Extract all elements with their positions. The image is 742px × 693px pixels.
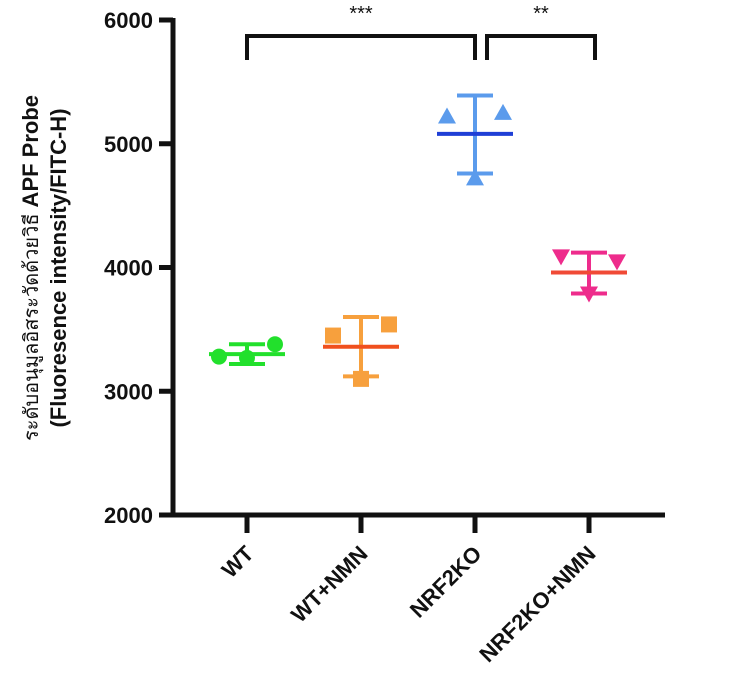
y-axis-title-thai: ระดับอนุมูลอิสระวัดด้วยวิธี xyxy=(19,213,44,441)
series-nrf2ko-plus-nmn xyxy=(551,249,627,303)
data-point xyxy=(494,103,512,120)
series-nrf2ko xyxy=(437,93,513,186)
data-point xyxy=(438,107,456,124)
y-tick-label: 3000 xyxy=(104,379,153,404)
x-tick-label: WT+NMN xyxy=(286,541,372,627)
data-point xyxy=(552,249,570,266)
data-point xyxy=(381,316,397,333)
data-point xyxy=(608,254,626,271)
significance-bracket: ** xyxy=(485,3,597,60)
series-wt xyxy=(209,336,285,367)
significance-bracket: *** xyxy=(245,3,477,60)
y-ticks: 2000 3000 4000 5000 6000 xyxy=(104,8,173,528)
significance-brackets: *** ** xyxy=(245,3,597,60)
bracket-line xyxy=(245,34,477,60)
x-tick-label: NRF2KO+NMN xyxy=(474,541,600,667)
data-point xyxy=(466,169,484,186)
data-point xyxy=(267,336,283,353)
series-wt-plus-nmn xyxy=(323,315,399,387)
data-point xyxy=(580,286,598,303)
y-axis-title-bold: APF Probe xyxy=(18,95,43,207)
y-axis-title-line2: (Fluoresence intensity/FITC-H) xyxy=(46,108,71,427)
data-point xyxy=(211,348,227,365)
y-axis-title: ระดับอนุมูลอิสระวัดด้วยวิธี APF Probe (Fl… xyxy=(18,95,71,441)
y-tick-label: 4000 xyxy=(104,256,153,281)
data-point xyxy=(353,370,369,387)
y-tick-label: 5000 xyxy=(104,132,153,157)
significance-label: *** xyxy=(349,3,373,25)
y-tick-label: 2000 xyxy=(104,503,153,528)
bracket-line xyxy=(485,34,597,60)
x-tick-label: WT xyxy=(217,540,259,582)
y-axis-title-line1: ระดับอนุมูลอิสระวัดด้วยวิธี APF Probe xyxy=(18,95,44,441)
x-tick-label: NRF2KO xyxy=(405,541,487,623)
significance-label: ** xyxy=(533,3,549,25)
data-point xyxy=(325,327,341,344)
data-marks xyxy=(209,93,627,387)
y-tick-label: 6000 xyxy=(104,8,153,33)
